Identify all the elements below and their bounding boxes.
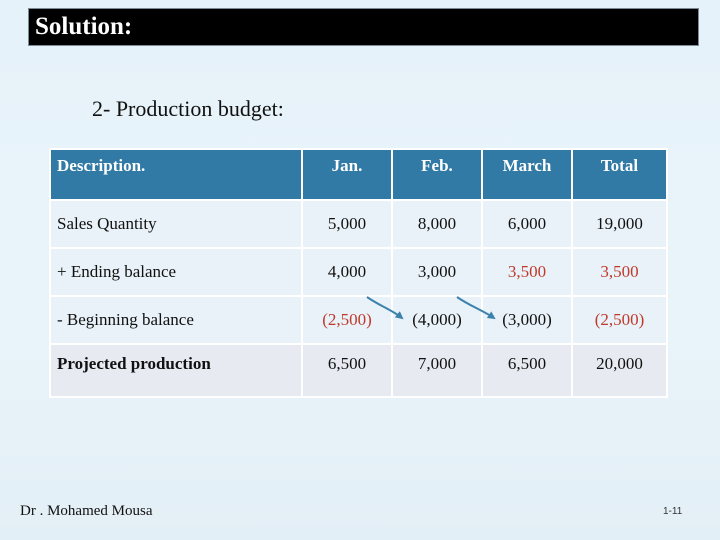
row-label: Projected production <box>49 343 303 398</box>
table-header-row: Description. Jan. Feb. March Total <box>49 148 668 201</box>
cell-jan: 4,000 <box>301 247 393 297</box>
cell-total: (2,500) <box>571 295 668 345</box>
header-march: March <box>481 148 573 201</box>
production-budget-table: Description. Jan. Feb. March Total Sales… <box>49 148 668 398</box>
table-row-sales-quantity: Sales Quantity 5,000 8,000 6,000 19,000 <box>49 199 668 249</box>
cell-feb: 7,000 <box>391 343 483 398</box>
cell-jan: 6,500 <box>301 343 393 398</box>
table-row-beginning-balance: - Beginning balance (2,500) (4,000) (3,0… <box>49 295 668 345</box>
cell-feb: 8,000 <box>391 199 483 249</box>
author-footer: Dr . Mohamed Mousa <box>20 503 153 519</box>
cell-march: (3,000) <box>481 295 573 345</box>
table-row-ending-balance: + Ending balance 4,000 3,000 3,500 3,500 <box>49 247 668 297</box>
row-label: + Ending balance <box>49 247 303 297</box>
row-label: - Beginning balance <box>49 295 303 345</box>
cell-feb: 3,000 <box>391 247 483 297</box>
cell-jan: (2,500) <box>301 295 393 345</box>
cell-total: 19,000 <box>571 199 668 249</box>
table-row-projected-production: Projected production 6,500 7,000 6,500 2… <box>49 343 668 398</box>
page-number: 1-11 <box>663 506 683 517</box>
header-total: Total <box>571 148 668 201</box>
cell-feb: (4,000) <box>391 295 483 345</box>
slide-title: Solution: <box>35 13 133 40</box>
header-jan: Jan. <box>301 148 393 201</box>
cell-march: 3,500 <box>481 247 573 297</box>
cell-total: 20,000 <box>571 343 668 398</box>
header-description: Description. <box>49 148 303 201</box>
header-feb: Feb. <box>391 148 483 201</box>
cell-march: 6,000 <box>481 199 573 249</box>
cell-jan: 5,000 <box>301 199 393 249</box>
row-label: Sales Quantity <box>49 199 303 249</box>
section-subtitle: 2- Production budget: <box>92 96 284 121</box>
title-bar: Solution: <box>28 8 699 46</box>
cell-total: 3,500 <box>571 247 668 297</box>
cell-march: 6,500 <box>481 343 573 398</box>
